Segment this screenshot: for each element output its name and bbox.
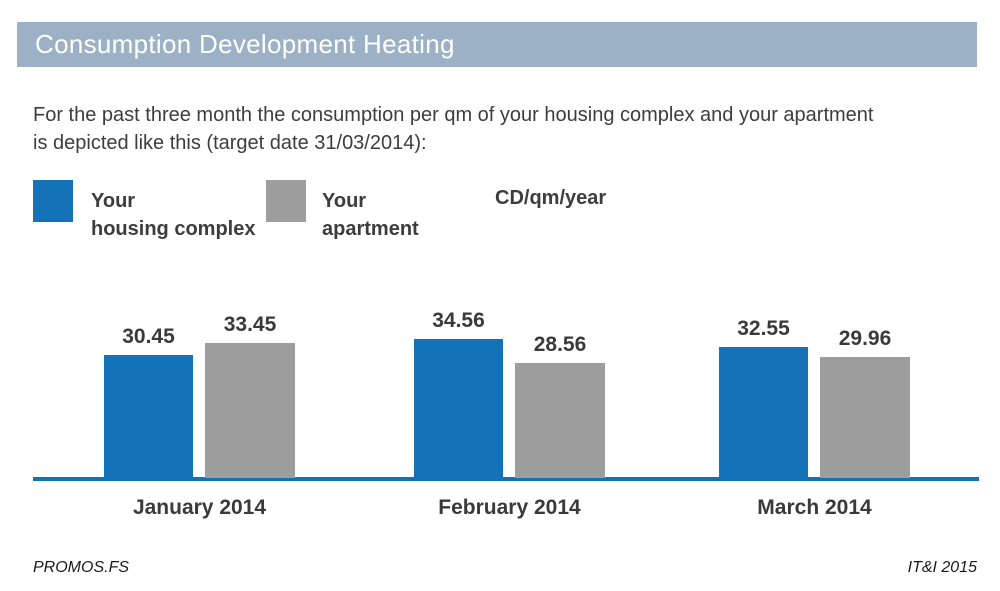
intro-text: For the past three month the consumption… — [33, 101, 873, 157]
category-label: February 2014 — [438, 496, 581, 519]
legend-label-line: housing complex — [91, 218, 256, 240]
page-title: Consumption Development Heating — [35, 29, 455, 59]
legend-label-line: Your — [91, 190, 136, 212]
bar — [205, 343, 295, 478]
bar-group: 32.55 29.96 — [719, 317, 910, 478]
legend-swatch-apartment — [266, 180, 306, 222]
bar-value-label: 32.55 — [737, 317, 790, 340]
bar — [414, 339, 503, 478]
bar — [515, 363, 605, 478]
category-label: January 2014 — [132, 496, 267, 519]
legend-label-line: Your — [322, 190, 367, 212]
bar — [820, 357, 910, 478]
bar-column: 30.45 — [104, 325, 193, 478]
bar-group: 34.56 28.56 — [414, 309, 605, 478]
intro-line-1: For the past three month the consumption… — [33, 104, 874, 126]
title-bar: Consumption Development Heating — [17, 22, 977, 67]
bar-column: 28.56 — [515, 333, 605, 478]
bar-group: 30.45 33.45 — [104, 313, 295, 478]
bar-value-label: 33.45 — [223, 313, 277, 336]
bar-column: 29.96 — [820, 327, 910, 478]
bar-column: 34.56 — [414, 309, 503, 478]
legend-label-housing-complex: Your housing complex — [91, 187, 255, 243]
legend-label-line: apartment — [322, 218, 419, 240]
bar-column: 32.55 — [719, 317, 808, 478]
legend-label-apartment: Your apartment — [322, 187, 419, 243]
footer-left: PROMOS.FS — [33, 559, 130, 576]
bar — [104, 355, 193, 478]
bar-value-label: 30.45 — [122, 325, 175, 348]
bar-column: 33.45 — [205, 313, 295, 478]
bar-value-label: 28.56 — [533, 333, 587, 356]
category-label: March 2014 — [757, 496, 872, 519]
bar-value-label: 29.96 — [838, 327, 892, 350]
x-axis-line — [33, 477, 979, 481]
footer-right: IT&I 2015 — [907, 559, 977, 576]
intro-line-2: is depicted like this (target date 31/03… — [33, 132, 427, 154]
legend-swatch-housing-complex — [33, 180, 73, 222]
unit-label: CD/qm/year — [495, 187, 607, 209]
bar-value-label: 34.56 — [432, 309, 485, 332]
bar — [719, 347, 808, 478]
